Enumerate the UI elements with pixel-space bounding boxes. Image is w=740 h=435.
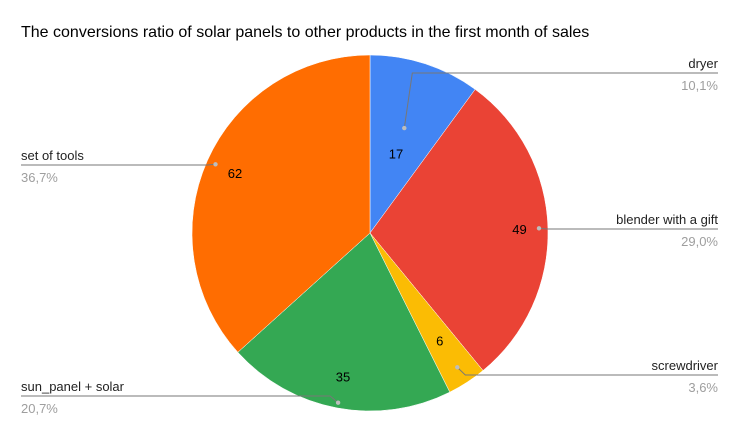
category-label-dryer: dryer: [688, 56, 718, 71]
percent-label-set-of-tools: 36,7%: [21, 170, 58, 185]
leader-dot-set-of-tools: [213, 162, 218, 167]
pie-slice-blender-with-a-gift: [369, 89, 549, 371]
percent-label-blender-with-a-gift: 29,0%: [681, 234, 718, 249]
leader-line-screwdriver: [456, 366, 718, 376]
leader-line-blender-with-a-gift: [538, 227, 718, 230]
slice-value-dryer: 17: [389, 147, 403, 162]
category-label-set-of-tools: set of tools: [21, 148, 84, 163]
leader-line-dryer: [403, 72, 718, 129]
leader-line-set-of-tools: [21, 163, 216, 166]
percent-label-screwdriver: 3,6%: [688, 380, 718, 395]
leader-dot-screwdriver: [455, 365, 460, 370]
leader-dot-blender-with-a-gift: [536, 226, 542, 231]
slice-value-screwdriver: 6: [436, 334, 443, 349]
percent-label-dryer: 10,1%: [681, 78, 718, 93]
slice-value-blender-with-a-gift: 49: [512, 222, 526, 237]
leader-dot-dryer: [402, 125, 407, 131]
slice-value-labels: 17 49 6 35 62: [228, 147, 527, 385]
pie-slice-set-of-tools: [191, 54, 371, 353]
leader-lines: [21, 72, 718, 405]
category-labels: dryer 10,1% blender with a gift 29,0% screwd…: [21, 56, 719, 416]
category-label-screwdriver: screwdriver: [652, 358, 719, 373]
leader-line-sun-panel-solar: [21, 395, 339, 404]
slice-value-sun-panel-solar: 35: [336, 369, 350, 384]
leader-dot-sun-panel-solar: [335, 400, 341, 405]
pie-slice-sun-panel-solar: [237, 232, 451, 412]
percent-label-sun-panel-solar: 20,7%: [21, 401, 58, 416]
category-label-sun-panel-solar: sun_panel + solar: [21, 379, 125, 394]
chart-title: The conversions ratio of solar panels to…: [21, 24, 589, 41]
pie-slices: [191, 54, 549, 412]
category-label-blender-with-a-gift: blender with a gift: [616, 212, 718, 227]
slice-value-set-of-tools: 62: [228, 166, 242, 181]
pie-slice-dryer: [369, 54, 476, 234]
